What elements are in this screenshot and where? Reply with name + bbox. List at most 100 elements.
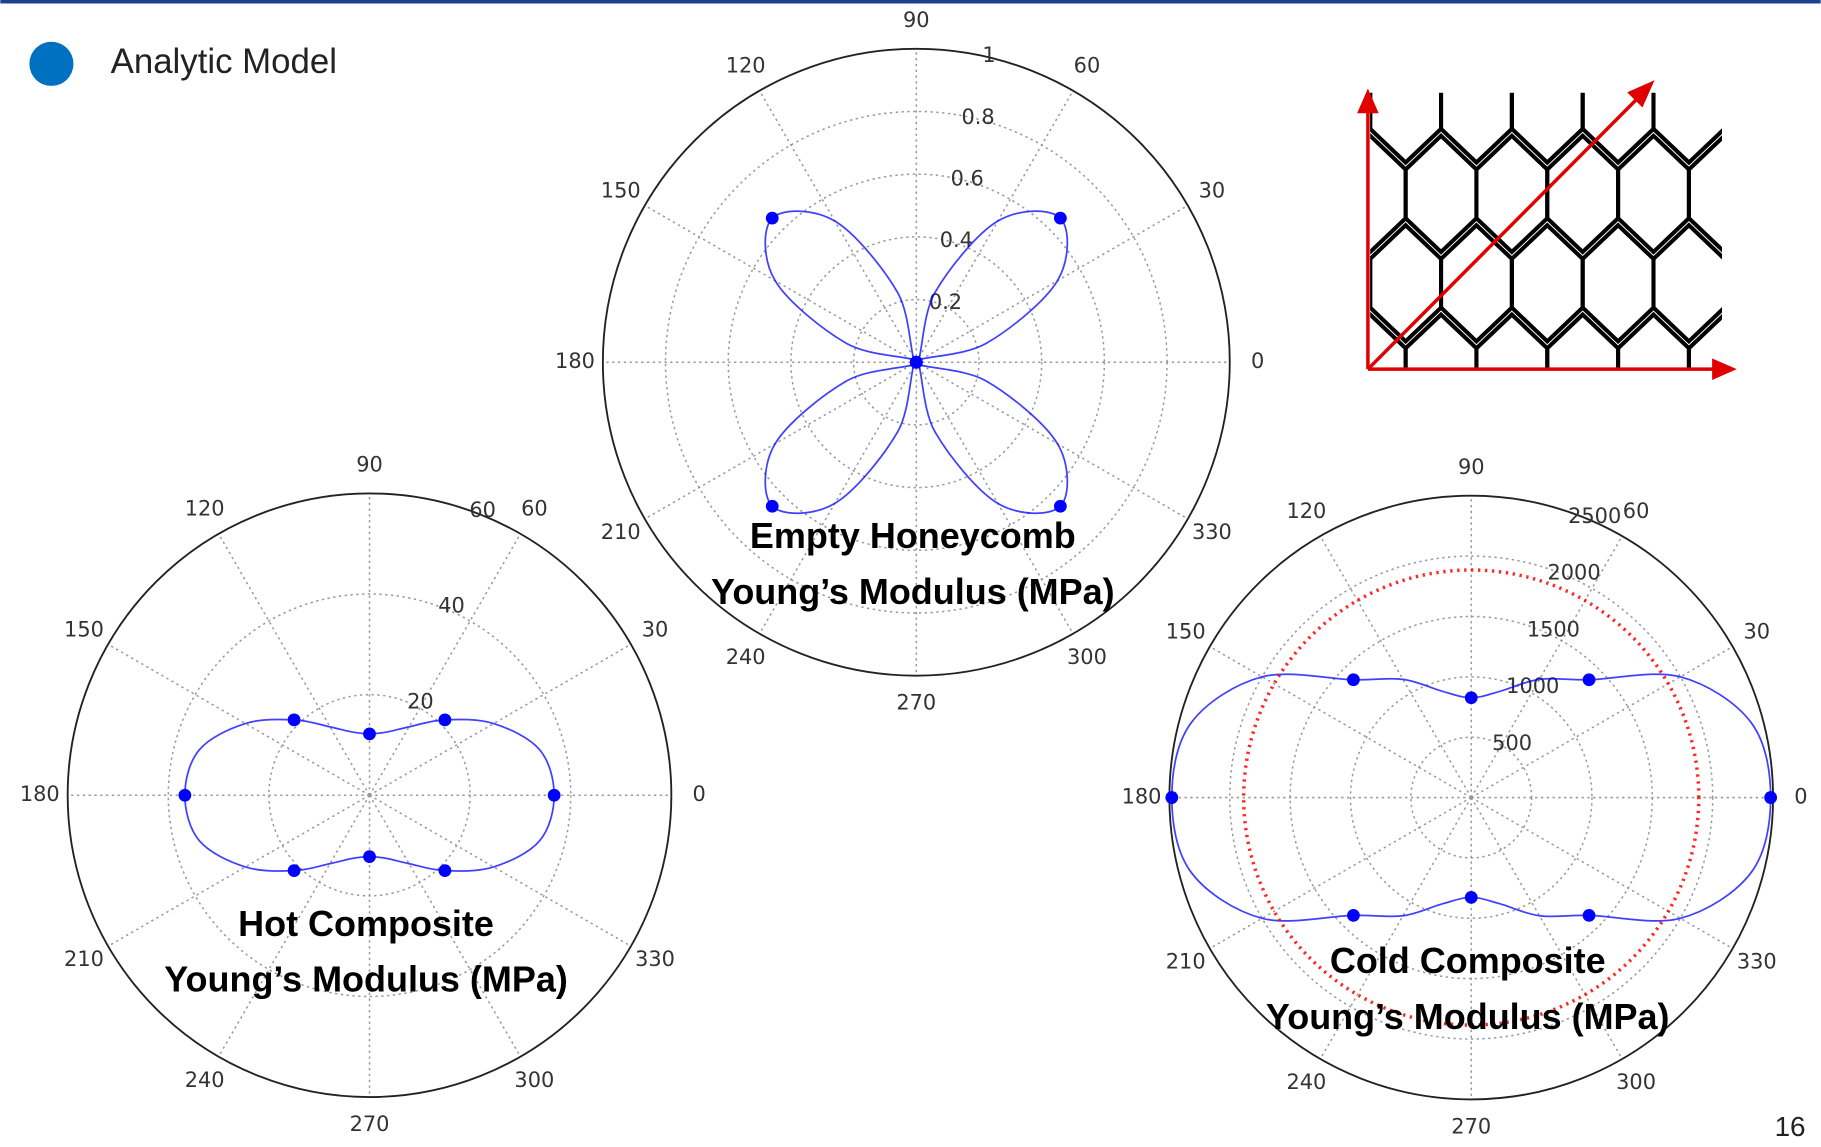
hex-cell xyxy=(1476,0,1547,73)
hex-cell xyxy=(1760,0,1821,73)
theta-tick-label: 240 xyxy=(185,1068,225,1092)
hex-cell xyxy=(1370,92,1444,166)
spoke xyxy=(1470,645,1734,799)
theta-tick-label: 300 xyxy=(514,1068,554,1092)
theta-tick-label: 90 xyxy=(356,453,383,477)
theta-tick-label: 210 xyxy=(1166,949,1206,973)
r-tick-label: 1500 xyxy=(1527,617,1580,641)
data-marker xyxy=(363,727,376,741)
theta-tick-label: 330 xyxy=(635,947,675,971)
hex-cell xyxy=(1618,0,1689,73)
data-marker xyxy=(1764,791,1778,804)
data-marker xyxy=(178,788,192,802)
theta-tick-label: 300 xyxy=(1616,1070,1656,1094)
r-tick-label: 500 xyxy=(1492,731,1532,755)
legend-label: Analytic Model xyxy=(111,42,337,81)
chart-title: Empty Honeycomb xyxy=(750,515,1076,556)
hex-cell xyxy=(1686,314,1722,370)
r-grid-circle xyxy=(664,110,1168,614)
theta-tick-label: 0 xyxy=(693,782,706,806)
data-marker xyxy=(1582,908,1596,922)
theta-tick-label: 330 xyxy=(1192,520,1232,544)
hex-cell xyxy=(1795,404,1821,520)
hex-cell xyxy=(1724,404,1795,520)
theta-tick-label: 270 xyxy=(350,1112,390,1136)
spoke xyxy=(1209,645,1472,799)
r-tick-label: 40 xyxy=(438,594,465,618)
axes-arrows xyxy=(1357,80,1737,380)
r-grid-circle xyxy=(1349,676,1593,920)
theta-tick-label: 210 xyxy=(64,947,104,971)
spoke xyxy=(1470,797,1623,1060)
theta-tick-label: 30 xyxy=(1743,620,1770,644)
theta-tick-label: 330 xyxy=(1737,949,1777,973)
r-tick-label: 60 xyxy=(469,498,496,522)
hex-cell xyxy=(1724,225,1795,341)
theta-tick-label: 90 xyxy=(903,8,930,32)
theta-tick-label: 300 xyxy=(1067,645,1107,669)
data-marker xyxy=(363,850,376,863)
hex-cell xyxy=(1370,92,1373,132)
r-tick-label: 0.6 xyxy=(951,166,984,190)
series-curve xyxy=(1241,568,1701,1027)
spoke xyxy=(217,533,371,796)
hex-cell xyxy=(1651,222,1722,345)
theta-tick-label: 180 xyxy=(555,349,595,373)
data-marker xyxy=(1464,691,1478,705)
spoke xyxy=(1209,796,1472,950)
theta-tick-label: 60 xyxy=(1623,499,1650,523)
hex-cell xyxy=(1547,0,1618,73)
spoke xyxy=(915,90,1074,363)
hex-cell xyxy=(1651,92,1722,166)
r-tick-label: 2000 xyxy=(1547,561,1600,585)
r-grid-circle xyxy=(727,173,1106,552)
data-marker xyxy=(1053,211,1067,225)
data-marker xyxy=(438,713,452,727)
theta-tick-label: 0 xyxy=(1794,785,1807,809)
chart-subtitle: Young’s Modulus (MPa) xyxy=(1266,996,1670,1037)
theta-tick-label: 240 xyxy=(1286,1070,1326,1094)
theta-tick-label: 150 xyxy=(601,179,641,203)
data-marker xyxy=(547,788,561,802)
chart-title: Cold Composite xyxy=(1330,940,1606,981)
chart-subtitle: Young’s Modulus (MPa) xyxy=(711,571,1115,612)
theta-tick-label: 270 xyxy=(896,691,936,715)
data-marker xyxy=(1347,673,1360,687)
hex-cell xyxy=(1689,0,1760,73)
theta-tick-label: 30 xyxy=(1199,179,1226,203)
hex-cell xyxy=(1795,46,1821,162)
theta-tick-label: 240 xyxy=(726,645,766,669)
hex-cell xyxy=(1580,92,1656,166)
data-marker xyxy=(1165,791,1179,804)
spoke xyxy=(758,90,917,363)
theta-tick-label: 120 xyxy=(185,497,225,521)
r-grid-circle xyxy=(1229,555,1714,1040)
top-rule xyxy=(0,0,1821,4)
theta-tick-label: 150 xyxy=(1166,620,1206,644)
data-marker xyxy=(1582,673,1596,687)
data-marker xyxy=(1053,499,1067,513)
data-marker xyxy=(438,864,452,878)
r-grid-circle xyxy=(268,693,471,897)
r-tick-label: 0.8 xyxy=(962,105,995,129)
spoke xyxy=(1470,796,1734,950)
hex-cell xyxy=(1335,0,1406,73)
legend-marker xyxy=(29,41,74,86)
hex-cell xyxy=(1653,404,1724,520)
r-tick-label: 1 xyxy=(982,43,995,67)
spoke xyxy=(368,533,522,796)
data-marker xyxy=(1347,908,1360,922)
r-grid-circle xyxy=(1410,736,1533,859)
data-marker xyxy=(287,713,301,727)
outer-ring xyxy=(601,47,1231,677)
hex-cell xyxy=(1370,256,1373,311)
hex-cell xyxy=(1795,225,1821,341)
hex-cell xyxy=(1686,135,1722,253)
theta-tick-label: 120 xyxy=(1286,499,1326,523)
hex-cell xyxy=(1406,0,1477,73)
data-marker xyxy=(287,864,301,878)
spoke xyxy=(1319,797,1472,1060)
chart-subtitle: Young’s Modulus (MPa) xyxy=(164,959,568,1000)
r-grid-circle xyxy=(790,236,1043,489)
theta-tick-label: 0 xyxy=(1251,349,1264,373)
